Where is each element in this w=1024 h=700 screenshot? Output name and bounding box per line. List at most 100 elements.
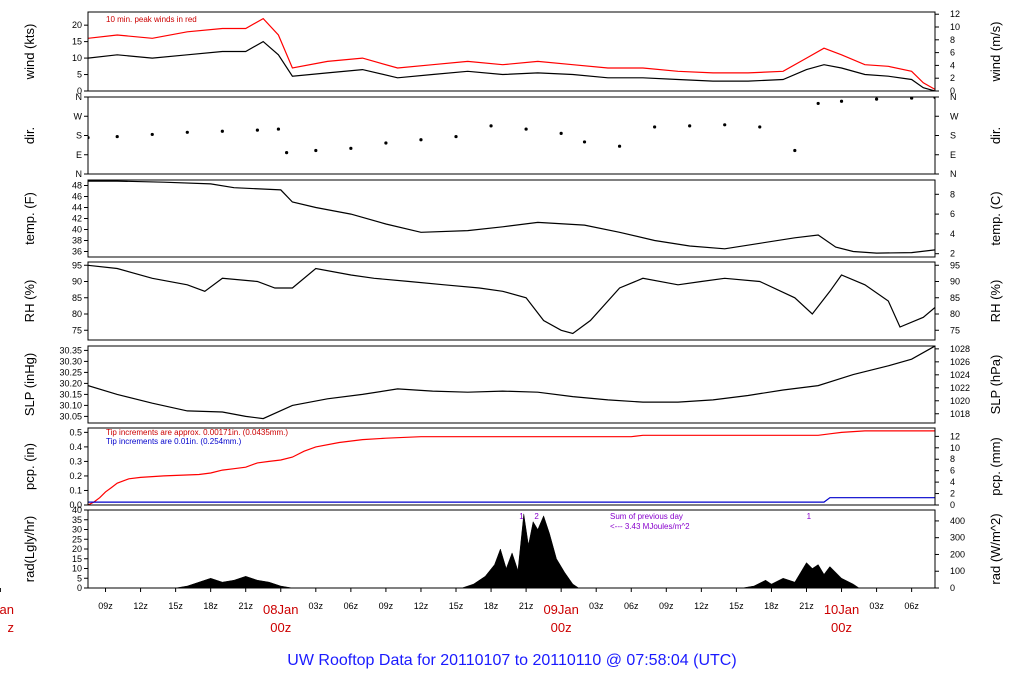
data-point	[524, 127, 528, 131]
data-point	[419, 138, 423, 142]
right-tick-label: 1020	[950, 396, 970, 406]
y-axis-label-left: RH (%)	[22, 280, 37, 323]
right-tick-label: 8	[950, 35, 955, 45]
panel-frame-slp	[87, 345, 936, 424]
right-tick-label: N	[950, 92, 957, 102]
y-axis-label-right: rad (W/m^2)	[988, 513, 1003, 584]
left-tick-label: 44	[72, 203, 82, 213]
panel-rad: 05101520253035400100200300400rad(Lgly/hr…	[22, 505, 1003, 593]
y-axis-label-right: SLP (hPa)	[988, 355, 1003, 415]
day-label-hour: 00z	[270, 620, 291, 635]
left-tick-label: 15	[72, 37, 82, 47]
left-tick-label: 5	[77, 70, 82, 80]
plot-area-rad	[175, 513, 860, 588]
right-tick-label: E	[950, 150, 956, 160]
panel-frame-pcp	[87, 427, 936, 506]
left-tick-label: 40	[72, 225, 82, 235]
y-axis-label-left: wind (kts)	[22, 24, 37, 81]
series-rh-0	[88, 264, 935, 335]
x-tick-label: 06z	[904, 601, 919, 611]
right-tick-label: 80	[950, 309, 960, 319]
series-rad-0	[175, 576, 293, 588]
annotation: <--- 3.43 MJoules/m^2	[610, 522, 690, 531]
series-temp-0	[88, 180, 935, 254]
panel-wind: 0 5 10 15 20 0 2 4 6 8 10 12 wind (kts) wind (m/s) 10 …	[22, 9, 1003, 96]
x-tick-label: 03z	[869, 601, 884, 611]
series-dir-0	[88, 97, 935, 155]
left-tick-label: 20	[72, 544, 82, 554]
data-point	[559, 131, 563, 135]
data-point	[874, 97, 879, 101]
x-tick-label: 03z	[309, 601, 324, 611]
data-point	[758, 125, 762, 129]
day-marker-label: 1	[807, 512, 812, 521]
data-point	[617, 144, 622, 148]
left-tick-label: N	[76, 92, 83, 102]
data-point	[285, 151, 289, 155]
right-tick-label: 12	[950, 9, 960, 19]
left-tick-label: 30.20	[59, 378, 82, 388]
left-tick-label: 30.05	[59, 411, 82, 421]
left-tick-label: 95	[72, 260, 82, 270]
left-tick-label: 85	[72, 293, 82, 303]
right-tick-label: 8	[950, 189, 955, 199]
series-pcp-0	[88, 430, 935, 505]
right-tick-label: 6	[950, 209, 955, 219]
right-tick-label: 0	[950, 500, 955, 510]
x-tick-label: 06z	[344, 601, 359, 611]
left-tick-label: 40	[72, 505, 82, 515]
x-tick-label: 09z	[379, 601, 394, 611]
series-wind-0	[88, 40, 935, 91]
left-tick-label: 0.5	[69, 427, 82, 437]
series-pcp-1	[88, 497, 935, 503]
left-tick-label: 30.35	[59, 345, 82, 355]
panel-pcp: 0.0 0.1 0.2 0.3 0.4 0.5 02 46 810 12 pcp. (in) pcp.…	[22, 427, 1003, 510]
x-tick-label: 15z	[449, 601, 464, 611]
page-title: UW Rooftop Data for 20110107 to 20110110…	[287, 652, 737, 669]
data-point	[793, 148, 797, 153]
annotation: Sum of previous day	[610, 512, 683, 521]
left-tick-label: N	[76, 169, 83, 179]
x-tick-label: 18z	[203, 601, 218, 611]
left-tick-label: 30.10	[59, 400, 82, 410]
panel-frame-rh	[87, 261, 936, 341]
y-axis-label-left: temp. (F)	[22, 192, 37, 245]
x-tick-label: 21z	[799, 601, 814, 611]
x-tick-label: 06z	[624, 601, 639, 611]
y-axis-label-left: SLP (inHg)	[22, 353, 37, 416]
right-tick-label: 6	[950, 466, 955, 476]
right-tick-label: 75	[950, 325, 960, 335]
right-tick-label: 2	[950, 73, 955, 83]
left-tick-label: 0	[77, 86, 82, 96]
right-tick-label: N	[950, 169, 957, 179]
day-label-hour: 00z	[831, 620, 852, 635]
left-tick-label: 30	[72, 525, 82, 535]
plot-area-pcp	[88, 430, 935, 505]
x-tick-label: 12z	[133, 601, 148, 611]
right-tick-label: W	[950, 111, 959, 121]
y-axis-label-right: wind (m/s)	[988, 22, 1003, 83]
left-tick-label: W	[74, 111, 83, 121]
x-tick-label: 15z	[168, 601, 183, 611]
x-tick-label: 21z	[238, 601, 253, 611]
left-tick-label: 0.3	[69, 456, 82, 466]
x-tick-label: 03z	[589, 601, 604, 611]
plot-area-dir	[88, 97, 935, 155]
data-point	[723, 123, 727, 127]
left-tick-label: 0.0	[69, 500, 82, 510]
left-tick-label: 0	[77, 583, 82, 593]
right-tick-label: 10	[950, 443, 960, 453]
day-label-hour: 00z	[551, 620, 572, 635]
left-tick-label: 42	[72, 214, 82, 224]
data-point	[314, 148, 318, 153]
x-tick-label: 18z	[764, 601, 779, 611]
x-tick-label: 12z	[694, 601, 709, 611]
right-tick-label: 4	[950, 60, 955, 70]
series-rad-1	[461, 513, 580, 588]
x-tick-label: 12z	[414, 601, 429, 611]
right-tick-label: 1018	[950, 409, 970, 419]
y-axis-label-right: temp. (C)	[988, 191, 1003, 245]
